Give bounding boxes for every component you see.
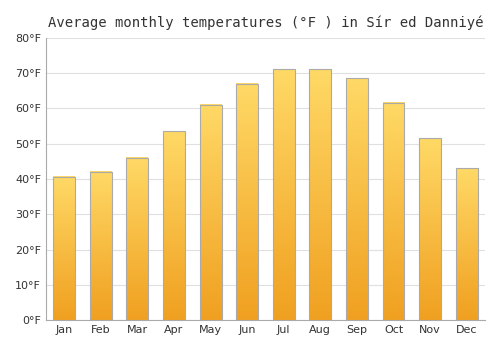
Bar bbox=[200, 105, 222, 320]
Bar bbox=[419, 138, 441, 320]
Bar bbox=[272, 69, 294, 320]
Bar bbox=[382, 103, 404, 320]
Bar bbox=[346, 78, 368, 320]
Bar bbox=[90, 172, 112, 320]
Bar bbox=[456, 168, 477, 320]
Bar bbox=[163, 131, 185, 320]
Bar bbox=[53, 177, 75, 320]
Title: Average monthly temperatures (°F ) in Sír ed Danniyé: Average monthly temperatures (°F ) in Sí… bbox=[48, 15, 483, 29]
Bar bbox=[310, 69, 332, 320]
Bar bbox=[236, 84, 258, 320]
Bar bbox=[126, 158, 148, 320]
